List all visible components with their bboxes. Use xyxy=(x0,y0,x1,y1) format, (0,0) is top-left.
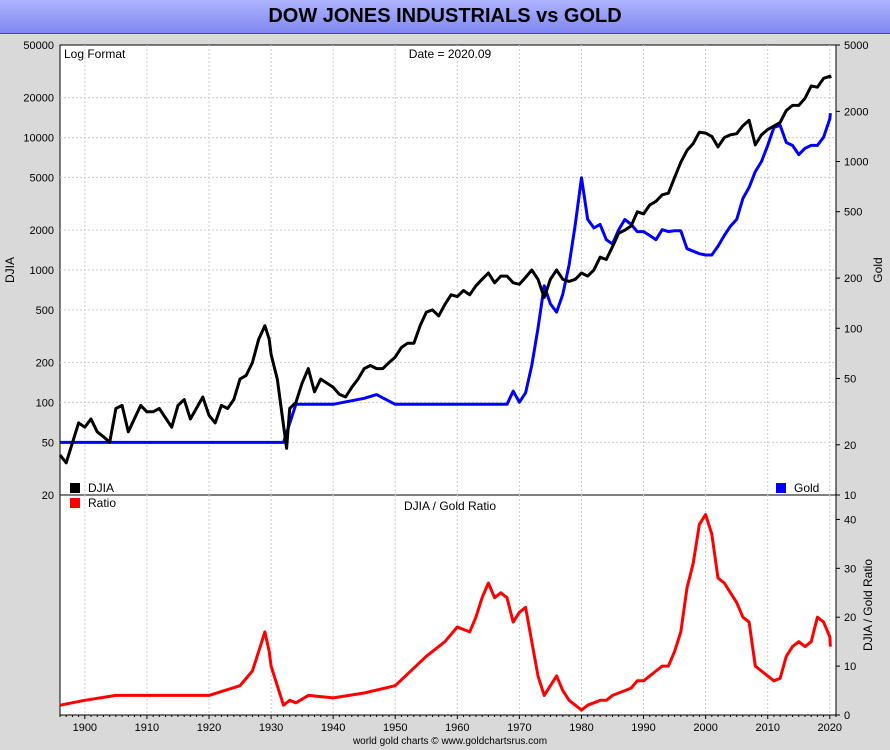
legend-gold-swatch xyxy=(776,483,786,493)
ratio-title: DJIA / Gold Ratio xyxy=(404,499,496,513)
x-tick-label: 1940 xyxy=(321,722,345,734)
y-tick-label: 100 xyxy=(36,397,54,409)
chart-title: DOW JONES INDUSTRIALS vs GOLD xyxy=(268,5,622,27)
y-right-tick-label: 200 xyxy=(844,273,862,285)
bottom-panel xyxy=(59,494,837,716)
date-label: Date = 2020.09 xyxy=(409,47,492,61)
y-right-axis-label: Gold xyxy=(871,257,885,282)
y-tick-label: 20000 xyxy=(23,93,54,105)
footer-credit: world gold charts © www.goldchartsrus.co… xyxy=(352,736,547,747)
title-bar: DOW JONES INDUSTRIALS vs GOLD xyxy=(0,0,890,34)
y-right-tick-label: 20 xyxy=(844,440,856,452)
gold-series-line xyxy=(60,113,832,444)
x-tick-label: 1970 xyxy=(507,722,531,734)
x-tick-label: 1960 xyxy=(445,722,469,734)
ratio-tick-label: 40 xyxy=(844,514,856,526)
y-tick-label: 200 xyxy=(36,358,54,370)
ratio-tick-label: 20 xyxy=(844,612,856,624)
legend-djia-swatch xyxy=(70,483,80,493)
x-tick-label: 1950 xyxy=(383,722,407,734)
y-tick-label: 50 xyxy=(42,437,54,449)
legend-djia-label: DJIA xyxy=(88,481,114,495)
y-tick-label: 2000 xyxy=(30,225,54,237)
y-right-tick-label: 500 xyxy=(844,207,862,219)
y-right-tick-label: 10 xyxy=(844,490,856,502)
djia-series-line xyxy=(58,74,832,465)
y-tick-label: 500 xyxy=(36,305,54,317)
x-tick-label: 1910 xyxy=(135,722,159,734)
x-tick-label: 1900 xyxy=(73,722,97,734)
legend-ratio-label: Ratio xyxy=(88,496,116,510)
y-tick-label: 20 xyxy=(42,490,54,502)
legend-gold-label: Gold xyxy=(794,481,819,495)
y-right-tick-label: 1000 xyxy=(844,157,868,169)
x-tick-label: 1980 xyxy=(569,722,593,734)
y-right-tick-label: 5000 xyxy=(844,40,868,52)
ratio-tick-label: 30 xyxy=(844,563,856,575)
ratio-axis-label: DJIA / Gold Ratio xyxy=(861,559,875,651)
x-tick-label: 2010 xyxy=(755,722,779,734)
y-tick-label: 10000 xyxy=(23,133,54,145)
y-tick-label: 1000 xyxy=(30,265,54,277)
y-axis-label: DJIA xyxy=(3,257,17,283)
x-tick-label: 1990 xyxy=(631,722,655,734)
ratio-tick-label: 0 xyxy=(844,710,850,722)
y-tick-label: 5000 xyxy=(30,172,54,184)
ratio-tick-label: 10 xyxy=(844,661,856,673)
log-format-label: Log Format xyxy=(64,47,126,61)
ratio-series-line xyxy=(59,513,832,712)
legend-ratio-swatch xyxy=(70,498,80,508)
y-right-tick-label: 50 xyxy=(844,373,856,385)
y-right-tick-label: 100 xyxy=(844,323,862,335)
y-right-tick-label: 2000 xyxy=(844,106,868,118)
y-tick-label: 50000 xyxy=(23,40,54,52)
x-tick-label: 1920 xyxy=(197,722,221,734)
x-tick-label: 2000 xyxy=(693,722,717,734)
x-tick-label: 2020 xyxy=(818,722,842,734)
x-tick-label: 1930 xyxy=(259,722,283,734)
